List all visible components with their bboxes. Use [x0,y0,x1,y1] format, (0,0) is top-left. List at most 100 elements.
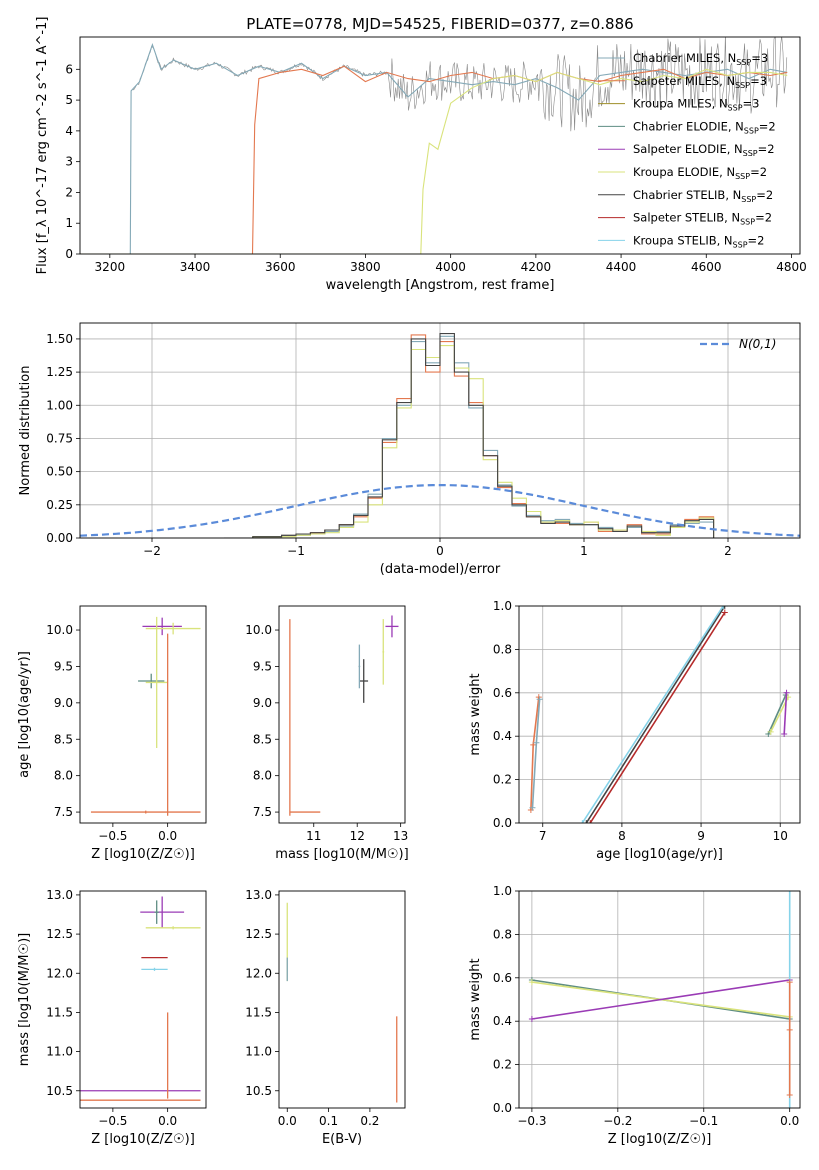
mass-weight-line [783,692,788,735]
y-tick-label: 11.0 [46,1045,73,1059]
panel-residuals: N(0,1) −2 −1 0 1 2 0.00 0.25 0.50 0.75 1.00 1.25 1.5… [18,322,801,577]
data-point [382,619,385,685]
panels: Chabrier MILES, NSSP=3 Salpeter MILES, NS… [17,17,807,1147]
x-tick-label: 11 [306,829,321,843]
plot-area-massweight-vs-age [527,606,792,823]
x-tick-label: 3400 [180,260,211,274]
y-tick-label: 12.0 [46,966,73,980]
x-tick-label: 0.0 [780,1114,799,1128]
plot-area-massweight-vs-z [528,891,793,1108]
x-tick-label: −0.3 [517,1114,546,1128]
mass-weight-marker [767,728,774,735]
data-point [142,617,182,636]
spectrum-model-line [80,68,788,254]
x-tick-label: 0.0 [158,1114,177,1128]
y-tick-label: 1.0 [493,884,512,898]
y-tick-label: 9.0 [54,696,73,710]
panel-mass-vs-ebv: 0.0 0.1 0.2 10.5 11.0 11.5 12.0 12.5 13.0 E(B-V) [245,888,406,1147]
mass-weight-marker [579,820,586,823]
data-point [154,900,159,924]
x-tick-label: 3800 [350,260,381,274]
panel-mass-vs-z: −0.5 0.0 10.5 11.0 11.5 12.0 12.5 13.0 Z [log10(… [17,888,207,1147]
data-point [140,896,185,928]
mass-weight-marker [721,609,728,616]
residual-histogram [224,335,715,538]
legend-gauss-label: N(0,1) [739,337,776,351]
y-tick-label: 7.5 [253,805,272,819]
mass-weight-line [530,697,540,811]
y-tick-label: 2 [65,185,73,199]
y-axis-label: Flux [f_λ 10^-17 erg cm^-2 s^-1 A^-1] [35,17,50,275]
x-tick-label: −0.5 [98,829,127,843]
y-tick-label: 9.5 [54,659,73,673]
x-tick-label: 13 [393,829,408,843]
y-tick-label: 10.5 [245,1084,272,1098]
data-point [385,615,399,638]
panel-age-vs-mass: 11 12 13 7.5 8.0 8.5 9.0 9.5 10.0 mass [log10(M/M… [245,605,409,862]
y-tick-label: 10.0 [245,623,272,637]
mass-weight-marker [528,1016,535,1023]
mass-weight-marker [786,979,793,986]
x-tick-label: −0.2 [603,1114,632,1128]
plot-area-age-vs-mass [289,615,399,816]
y-tick-label: 0.50 [46,465,73,479]
mass-weight-marker [530,741,537,748]
x-tick-label: 2 [724,544,732,558]
mass-weight-line [581,606,724,823]
x-tick-label: 4800 [776,260,807,274]
y-tick-label: 1.25 [46,365,73,379]
y-tick-label: 0.8 [493,927,512,941]
legend-entry: Kroupa STELIB, NSSP=2 [633,233,764,249]
mass-weight-line [589,612,726,823]
data-point [145,926,201,930]
y-tick-label: 6 [65,62,73,76]
legend-entry: Kroupa MILES, NSSP=3 [633,97,759,113]
normal-curve [80,484,800,537]
y-tick-label: 9.5 [253,659,272,673]
axes-frame [518,605,801,824]
x-axis-label: E(B-V) [322,1132,362,1147]
legend-entry: Kroupa ELODIE, NSSP=2 [633,165,767,181]
y-tick-label: 7.5 [54,805,73,819]
panel-massweight-vs-z: −0.3 −0.2 −0.1 0.0 0.0 0.2 0.4 0.6 0.8 1.0 Z [log1… [468,884,801,1147]
x-tick-label: 10 [773,829,788,843]
mass-weight-marker [528,979,535,986]
legend-entry: Salpeter STELIB, NSSP=2 [633,211,772,227]
y-tick-label: 13.0 [245,888,272,902]
x-tick-label: 0.0 [278,1114,297,1128]
data-point [141,967,168,971]
x-tick-label: 0.0 [158,829,177,843]
y-tick-label: 1.0 [493,599,512,613]
y-axis-label: mass [log10(M/M☉)] [17,933,32,1066]
data-point [358,644,361,689]
x-axis-label: Z [log10(Z/Z☉)] [91,1132,195,1147]
spectrum-legend: Chabrier MILES, NSSP=3 Salpeter MILES, NS… [598,51,776,249]
x-tick-label: 12 [350,829,365,843]
y-tick-label: 8.0 [54,769,73,783]
x-tick-label: 8 [618,829,626,843]
data-point [359,659,369,703]
residual-histogram [224,333,715,538]
y-tick-label: 13.0 [46,888,73,902]
mass-weight-marker [533,739,540,746]
legend-entry: Chabrier STELIB, NSSP=2 [633,188,773,204]
y-tick-label: 0.4 [493,729,512,743]
mass-weight-marker [587,820,594,823]
x-tick-label: 7 [539,829,547,843]
y-tick-label: 0.0 [493,816,512,830]
axes-frame [79,605,207,824]
mass-weight-marker [529,804,536,811]
y-tick-label: 8.0 [253,769,272,783]
plot-area-mass-vs-z [80,896,201,1101]
x-axis-label: Z [log10(Z/Z☉)] [91,847,195,862]
y-tick-label: 0.0 [493,1101,512,1115]
x-axis-label: (data-model)/error [380,562,501,577]
x-tick-label: −0.1 [689,1114,718,1128]
legend-entry: Salpeter MILES, NSSP=3 [633,74,767,90]
y-axis-label: mass weight [468,673,483,755]
plot-area-age-vs-z [90,616,201,816]
y-tick-label: 0.75 [46,431,73,445]
y-tick-label: 0.6 [493,686,512,700]
y-tick-label: 0.2 [493,1058,512,1072]
